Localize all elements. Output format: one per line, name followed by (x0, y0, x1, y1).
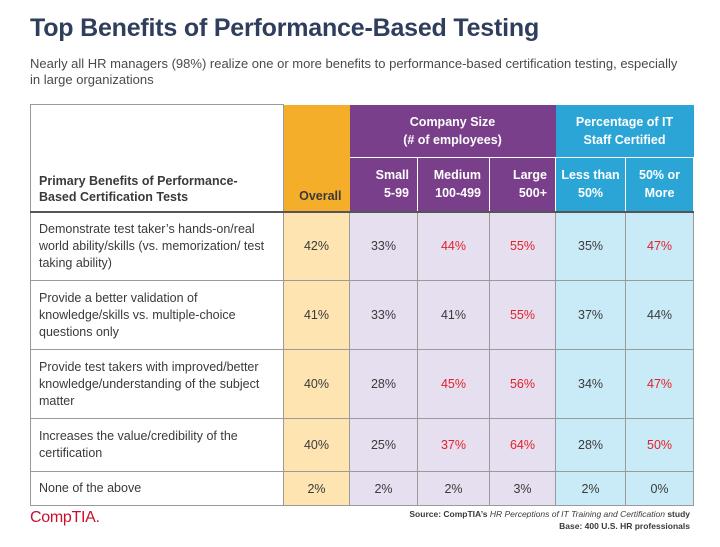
value-cell-overall: 41% (283, 280, 350, 350)
group-header-it-staff: Percentage of IT Staff Certified (555, 104, 694, 158)
column-header-medium-line2: 100-499 (435, 186, 481, 201)
table-row: None of the above 2% 2% 2% 3% 2% 0% (30, 471, 695, 506)
group-header-company-size: Company Size (# of employees) (349, 104, 556, 158)
value-cell-large: 55% (488, 211, 556, 281)
row-label: Increases the value/credibility of the c… (30, 418, 284, 472)
value-cell-medium: 45% (417, 349, 490, 419)
column-header-overall: Overall (283, 104, 350, 213)
value-cell-50-or-more: 47% (625, 211, 695, 281)
source-base: Base: 400 U.S. HR professionals (559, 521, 690, 531)
value-cell-50-or-more: 50% (625, 418, 695, 472)
column-header-large-line1: Large (512, 168, 548, 183)
group-header-company-size-line1: Company Size (409, 114, 496, 129)
column-header-small-line2: 5-99 (383, 186, 409, 201)
column-header-medium-line1: Medium (433, 168, 481, 183)
table-body: Demonstrate test taker’s hands-on/real w… (30, 211, 695, 506)
page-subtitle: Nearly all HR managers (98%) realize one… (30, 56, 678, 87)
value-cell-small: 33% (349, 280, 418, 350)
table-row: Provide test takers with improved/better… (30, 349, 695, 419)
source-suffix: study (664, 509, 690, 519)
value-cell-medium: 41% (417, 280, 490, 350)
row-header: Primary Benefits of Performance- Based C… (30, 104, 284, 213)
value-cell-overall: 42% (283, 211, 350, 281)
column-header-small-line1: Small (375, 168, 409, 183)
column-header-50-or-more-line2: More (644, 186, 675, 201)
value-cell-overall: 40% (283, 349, 350, 419)
group-header-it-staff-line1: Percentage of IT (575, 114, 674, 129)
column-header-less-than-50: Less than 50% (555, 157, 627, 213)
value-cell-large: 56% (488, 349, 556, 419)
page-title: Top Benefits of Performance-Based Testin… (30, 14, 540, 42)
row-label: Provide a better validation of knowledge… (30, 280, 284, 350)
value-cell-overall: 40% (283, 418, 350, 472)
group-header-company-size-line2: (# of employees) (403, 132, 502, 147)
row-header-line2: Based Certification Tests (39, 189, 189, 204)
source-note: Source: CompTIA’s HR Perceptions of IT T… (409, 508, 690, 532)
value-cell-medium: 37% (417, 418, 490, 472)
column-header-less-than-50-line2: 50% (578, 186, 604, 201)
value-cell-large: 3% (488, 471, 556, 506)
value-cell-less-than-50: 37% (555, 280, 627, 350)
row-header-line1: Primary Benefits of Performance- (39, 173, 238, 188)
column-header-small: Small 5-99 (349, 157, 418, 213)
value-cell-small: 2% (349, 471, 418, 506)
value-cell-less-than-50: 35% (555, 211, 627, 281)
source-prefix: Source: CompTIA’s (409, 509, 490, 519)
value-cell-50-or-more: 47% (625, 349, 695, 419)
value-cell-less-than-50: 28% (555, 418, 627, 472)
comptia-logo: CompTIA. (30, 509, 100, 526)
column-header-large-line2: 500+ (518, 186, 548, 201)
row-label: Demonstrate test taker’s hands-on/real w… (30, 211, 284, 281)
column-header-less-than-50-line1: Less than (561, 168, 620, 183)
benefits-table: Primary Benefits of Performance- Based C… (30, 104, 695, 506)
value-cell-50-or-more: 0% (625, 471, 695, 506)
source-title: HR Perceptions of IT Training and Certif… (489, 509, 665, 519)
value-cell-less-than-50: 2% (555, 471, 627, 506)
column-header-50-or-more: 50% or More (625, 157, 695, 213)
value-cell-small: 33% (349, 211, 418, 281)
table-row: Increases the value/credibility of the c… (30, 418, 695, 472)
value-cell-small: 25% (349, 418, 418, 472)
value-cell-small: 28% (349, 349, 418, 419)
value-cell-large: 64% (488, 418, 556, 472)
column-header-50-or-more-line1: 50% or (639, 168, 681, 183)
group-header-it-staff-line2: Staff Certified (583, 132, 666, 147)
value-cell-medium: 44% (417, 211, 490, 281)
value-cell-less-than-50: 34% (555, 349, 627, 419)
row-label: Provide test takers with improved/better… (30, 349, 284, 419)
column-header-overall-label: Overall (299, 188, 342, 203)
table-row: Provide a better validation of knowledge… (30, 280, 695, 350)
value-cell-50-or-more: 44% (625, 280, 695, 350)
column-header-large: Large 500+ (489, 157, 557, 213)
table-row: Demonstrate test taker’s hands-on/real w… (30, 211, 695, 281)
value-cell-medium: 2% (417, 471, 490, 506)
column-header-medium: Medium 100-499 (417, 157, 490, 213)
value-cell-large: 55% (488, 280, 556, 350)
row-label: None of the above (30, 471, 284, 506)
value-cell-overall: 2% (283, 471, 350, 506)
